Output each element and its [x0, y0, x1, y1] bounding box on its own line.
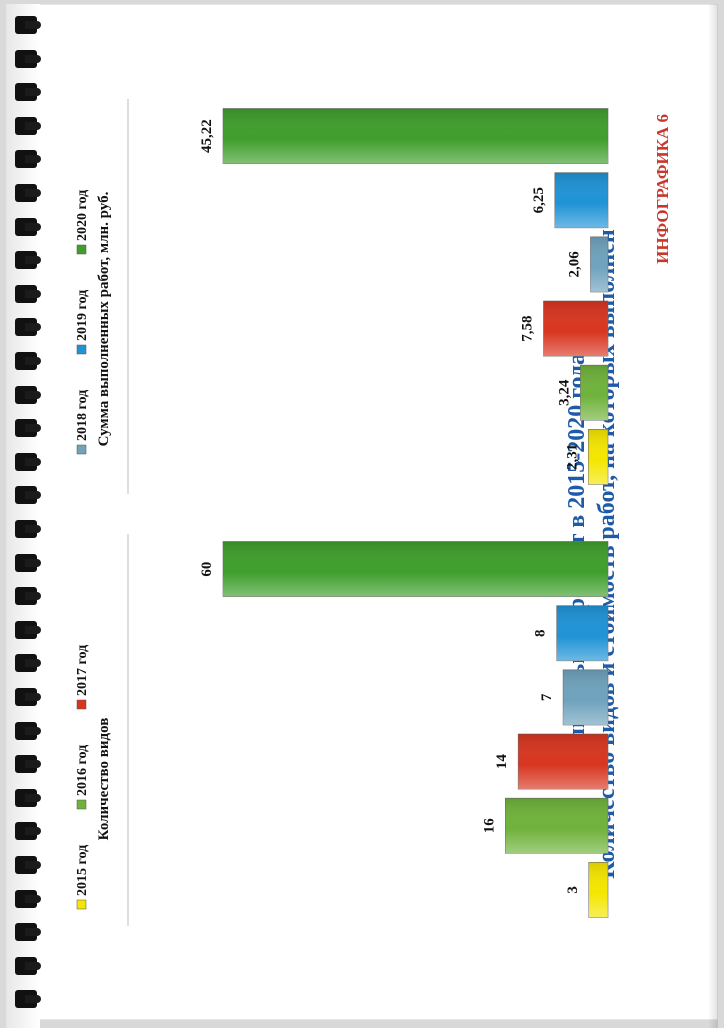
- bar-shine: [223, 108, 608, 164]
- binding-ring: [15, 419, 41, 438]
- bar-shine: [554, 172, 609, 228]
- binding-ring: [15, 284, 41, 303]
- left-legend: 2015 год 2016 год 2017 год: [75, 645, 90, 910]
- binding-ring: [15, 452, 41, 471]
- legend-swatch: [76, 444, 87, 455]
- binding-ring: [15, 83, 41, 102]
- infographic-label: ИНФОГРАФИКА 6: [653, 114, 672, 264]
- bar-shine: [590, 236, 609, 293]
- data-label: 45,22: [199, 119, 215, 153]
- bar-shine: [543, 300, 608, 357]
- data-label: 3: [565, 886, 581, 894]
- binding-ring: [15, 654, 41, 673]
- data-label: 6,25: [531, 187, 547, 213]
- binding-ring: [15, 788, 41, 807]
- bar-shine: [580, 365, 608, 421]
- binding-ring: [15, 486, 41, 505]
- binding-ring: [15, 318, 41, 337]
- legend-item-2018: 2018 год: [75, 390, 90, 441]
- bar-shine: [556, 605, 608, 661]
- data-label: 60: [199, 562, 215, 577]
- legend-item-2015: 2015 год: [75, 845, 90, 896]
- page-edge-shadow: [708, 4, 718, 1028]
- data-label: 2,06: [566, 251, 582, 278]
- data-label: 7: [539, 693, 555, 701]
- data-label: 14: [494, 754, 510, 770]
- data-label: 2,31: [564, 444, 580, 470]
- bar-shine: [588, 862, 608, 918]
- right-axis-label: Сумма выполненных работ, млн. руб.: [96, 191, 112, 446]
- legend-item-2017: 2017 год: [75, 645, 90, 696]
- infographic-slide: ИНФОГРАФИКА 6 Количество видов и стоимос…: [48, 74, 688, 1004]
- data-label: 3,24: [556, 379, 572, 406]
- legend-swatch: [76, 244, 87, 255]
- binding-ring: [15, 889, 41, 908]
- legend-swatch: [76, 344, 87, 355]
- data-label: 8: [533, 630, 549, 638]
- infographic-canvas: ИНФОГРАФИКА 6 Количество видов и стоимос…: [75, 99, 672, 926]
- binding-ring: [15, 352, 41, 370]
- binding-ring: [15, 251, 41, 270]
- binding-ring: [15, 688, 41, 706]
- binding-ring: [15, 822, 41, 841]
- bar-shine: [563, 669, 608, 726]
- binding-ring: [15, 553, 41, 572]
- binding-ring: [15, 755, 41, 774]
- binding-ring: [15, 856, 41, 874]
- legend-item-2020: 2020 год: [75, 190, 90, 241]
- legend-swatch: [76, 699, 87, 710]
- binding-ring: [15, 520, 41, 538]
- bar-shine: [588, 429, 609, 485]
- binding-ring: [15, 721, 41, 740]
- legend-swatch: [76, 799, 87, 810]
- chart-count-of-works: 3 16 14 7 8 60: [199, 541, 609, 918]
- bar-shine: [223, 541, 608, 597]
- left-axis-label: Количество видов: [96, 718, 112, 841]
- binding-ring: [15, 217, 41, 236]
- binding-ring: [15, 150, 41, 169]
- bar-shine: [518, 733, 608, 790]
- legend-swatch: [76, 899, 87, 910]
- chart-cost-of-works: 2,31 3,24 7,58 2,06 6,25 45,22: [199, 108, 609, 485]
- binding-ring: [15, 116, 41, 135]
- bar-shine: [505, 798, 609, 854]
- binding-ring: [15, 923, 41, 942]
- legend-item-2016: 2016 год: [75, 745, 90, 796]
- binding-ring: [15, 990, 41, 1009]
- legend-item-2019: 2019 год: [75, 290, 90, 341]
- binding-ring: [15, 620, 41, 639]
- scanned-page: ИНФОГРАФИКА 6 Количество видов и стоимос…: [6, 4, 718, 1028]
- binding-ring: [15, 49, 41, 68]
- data-label: 7,58: [519, 315, 535, 341]
- binding-ring: [15, 587, 41, 606]
- binding-ring: [15, 956, 41, 975]
- right-legend: 2018 год 2019 год 2020 год: [75, 190, 90, 455]
- binding-ring: [15, 16, 41, 34]
- binding-ring: [15, 385, 41, 404]
- binding-ring: [15, 184, 41, 202]
- data-label: 16: [481, 818, 497, 834]
